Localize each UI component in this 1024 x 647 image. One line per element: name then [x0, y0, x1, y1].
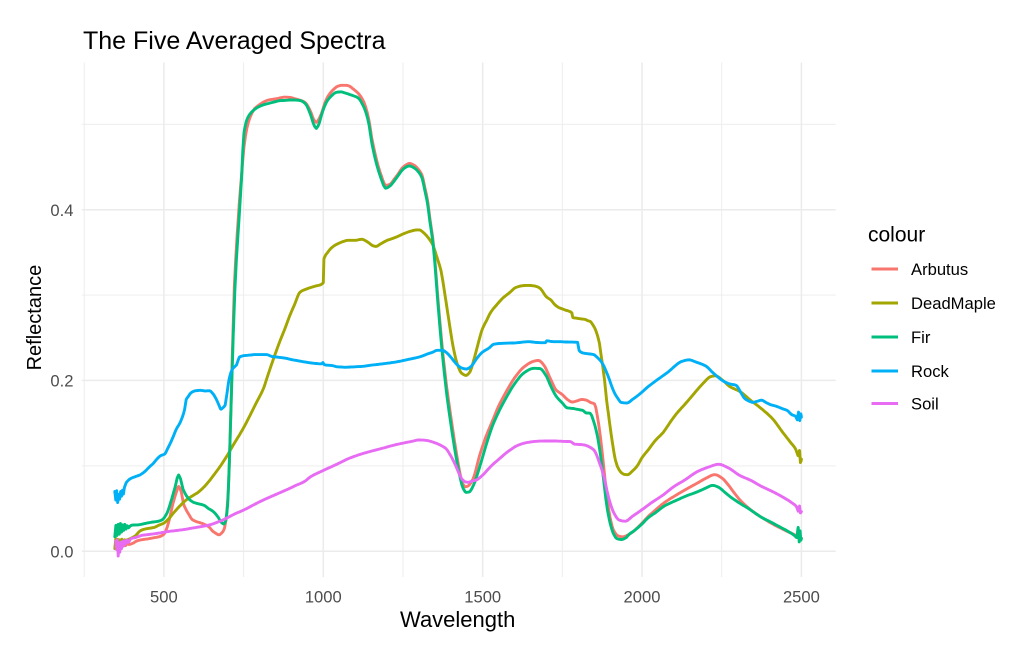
svg-text:0.2: 0.2	[50, 372, 73, 391]
svg-text:colour: colour	[868, 224, 925, 247]
svg-text:500: 500	[150, 587, 178, 606]
svg-text:Wavelength: Wavelength	[400, 607, 515, 632]
svg-text:Soil: Soil	[911, 395, 939, 414]
svg-text:DeadMaple: DeadMaple	[911, 294, 996, 313]
svg-text:Reflectance: Reflectance	[24, 265, 46, 371]
svg-text:The Five Averaged Spectra: The Five Averaged Spectra	[83, 27, 386, 55]
svg-text:1000: 1000	[305, 587, 342, 606]
svg-text:0.0: 0.0	[50, 543, 73, 562]
svg-text:2500: 2500	[783, 587, 820, 606]
svg-text:Fir: Fir	[911, 328, 931, 347]
svg-text:0.4: 0.4	[50, 201, 73, 220]
svg-text:Arbutus: Arbutus	[911, 260, 968, 279]
svg-text:Rock: Rock	[911, 362, 950, 381]
svg-text:1500: 1500	[464, 587, 501, 606]
svg-text:2000: 2000	[624, 587, 661, 606]
